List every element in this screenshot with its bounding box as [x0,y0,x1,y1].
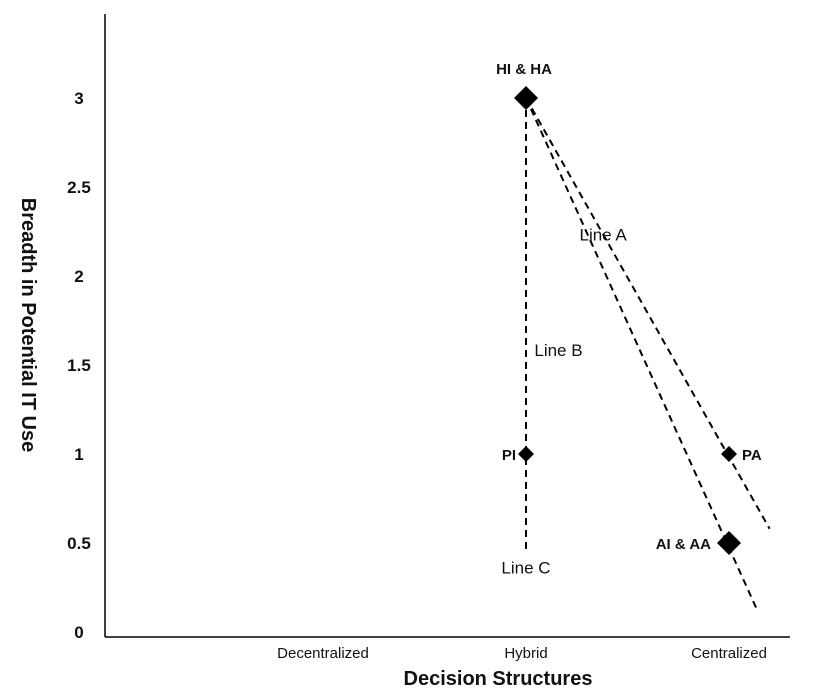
point-label: PI [502,447,516,464]
dashed-line [525,97,759,612]
x-tick-label: Centralized [691,645,767,662]
x-axis-title: Decision Structures [404,668,593,690]
data-points [514,86,741,555]
line-label: Line A [580,225,628,244]
y-tick-label: 3 [74,89,83,108]
point-label: PA [742,447,762,464]
y-tick-label: 1.5 [67,356,91,375]
point-marker [514,86,538,110]
point-label: HI & HA [496,61,552,78]
line-label: Line B [534,341,582,360]
dashed-line [525,97,771,530]
point-label: AI & AA [656,536,711,553]
y-axis-title: Breadth in Potential IT Use [17,198,39,452]
y-tick-label: 0 [74,623,83,642]
point-marker [717,531,741,555]
line-label: Line C [501,558,550,577]
x-tick-label: Hybrid [504,645,547,662]
axes [104,14,790,638]
point-marker [721,446,737,462]
y-tick-label: 2.5 [67,178,91,197]
x-tick-labels: Decentralized Hybrid Centralized [277,645,767,662]
y-tick-label: 2 [74,267,83,286]
y-tick-label: 0.5 [67,534,91,553]
x-tick-label: Decentralized [277,645,369,662]
y-tick-labels: 0 0.5 1 1.5 2 2.5 3 [67,89,91,642]
labels: HI & HA PI PA AI & AA Line A Line B Line C [496,61,762,577]
y-tick-label: 1 [74,445,83,464]
point-marker [518,446,534,462]
